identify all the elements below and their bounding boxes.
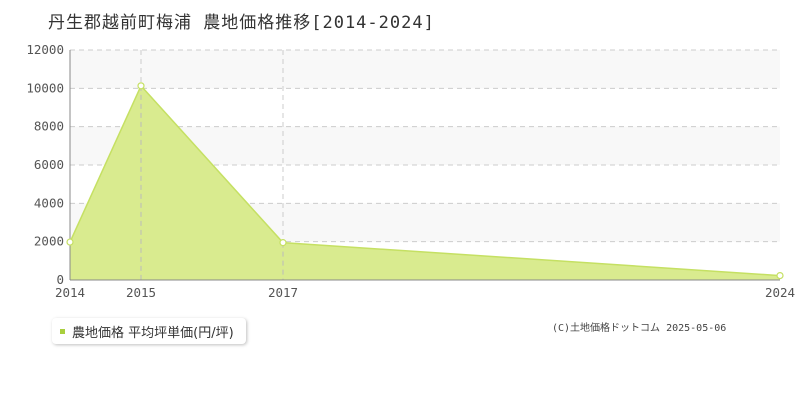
copyright-text: (C)土地価格ドットコム 2025-05-06	[552, 323, 727, 334]
x-tick-label: 2014	[55, 285, 85, 300]
y-tick-label: 10000	[26, 80, 64, 95]
legend-swatch	[60, 328, 65, 334]
data-point	[66, 238, 74, 246]
legend[interactable]: 農地価格 平均坪単価(円/坪)	[52, 318, 246, 344]
series-area	[70, 85, 780, 280]
data-point	[776, 271, 784, 280]
grid-band	[70, 50, 780, 89]
y-tick-label: 6000	[34, 157, 64, 172]
x-tick-label: 2015	[126, 285, 156, 300]
series-line	[69, 84, 781, 277]
y-tick-label: 12000	[26, 42, 64, 57]
chart-title: 丹生郡越前町梅浦 農地価格推移[2014-2024]	[48, 13, 435, 33]
data-point	[137, 82, 145, 90]
x-tick-label: 2017	[268, 285, 298, 300]
legend-label: 農地価格 平均坪単価(円/坪)	[72, 325, 234, 341]
y-tick-label: 2000	[34, 234, 64, 249]
y-tick-label: 0	[56, 272, 64, 287]
x-tick-label: 2024	[765, 285, 795, 300]
y-tick-label: 4000	[34, 195, 64, 210]
y-tick-label: 8000	[34, 119, 64, 134]
data-point	[279, 239, 287, 247]
